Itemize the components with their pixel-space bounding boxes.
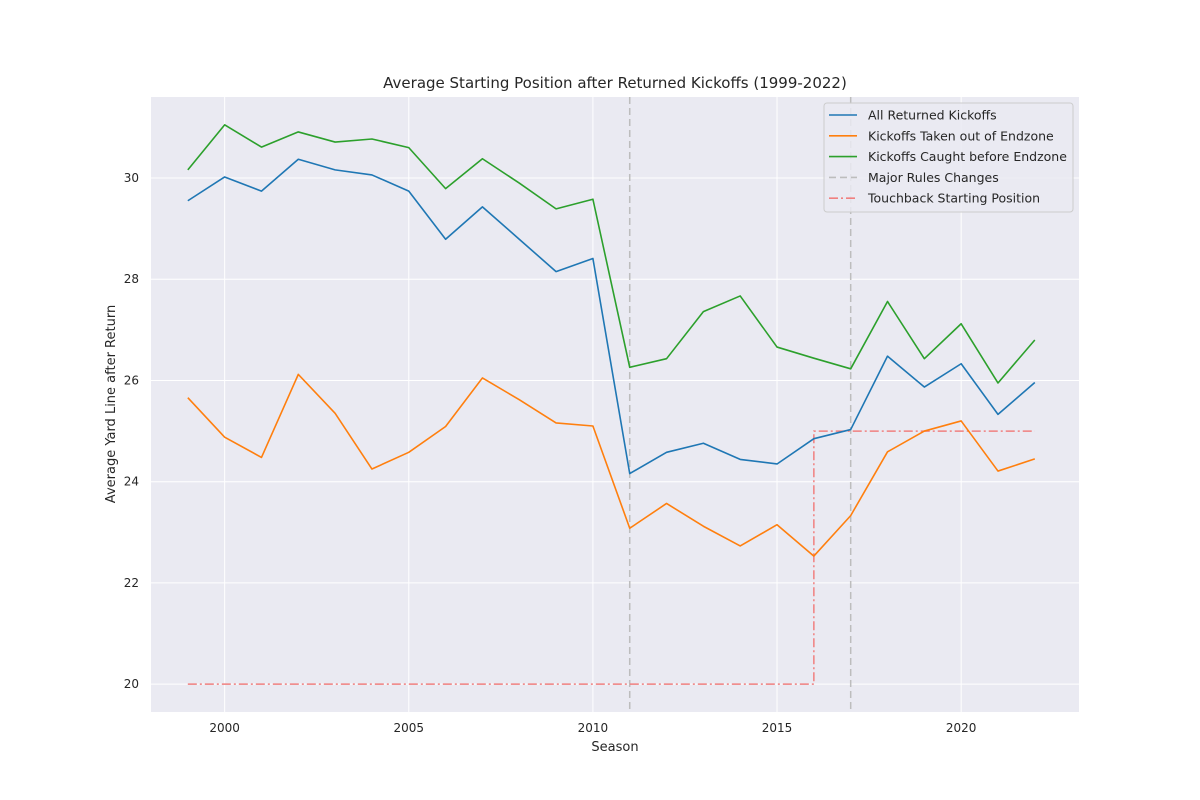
x-axis-label: Season xyxy=(591,740,638,755)
x-tick-label: 2015 xyxy=(762,721,793,735)
legend: All Returned Kickoffs Kickoffs Taken out … xyxy=(823,102,1074,213)
legend-label: Kickoffs Caught before Endzone xyxy=(868,149,1067,164)
y-tick-label: 20 xyxy=(124,677,139,691)
legend-label: All Returned Kickoffs xyxy=(868,108,997,123)
y-tick-label: 28 xyxy=(124,272,139,286)
series-line-0 xyxy=(187,158,1036,475)
y-tick-label: 26 xyxy=(124,373,139,387)
x-tick-label: 2000 xyxy=(209,721,240,735)
x-axis-ticks: 2000 2005 2010 2015 2020 xyxy=(209,721,976,735)
y-tick-label: 24 xyxy=(124,475,139,489)
y-tick-label: 22 xyxy=(124,576,139,590)
x-tick-label: 2020 xyxy=(946,721,977,735)
legend-label: Kickoffs Taken out of Endzone xyxy=(868,128,1054,143)
x-tick-label: 2010 xyxy=(578,721,609,735)
chart-title: Average Starting Position after Returned… xyxy=(383,74,847,92)
x-tick-label: 2005 xyxy=(394,721,425,735)
legend-box xyxy=(823,102,1074,213)
y-axis-label: Average Yard Line after Return xyxy=(104,305,119,503)
series-line-2 xyxy=(187,124,1036,384)
series-line-1 xyxy=(187,373,1036,557)
legend-label: Major Rules Changes xyxy=(868,170,999,185)
legend-label: Touchback Starting Position xyxy=(867,191,1040,206)
y-axis-ticks: 20 22 24 26 28 30 xyxy=(124,171,139,691)
y-tick-label: 30 xyxy=(124,171,139,185)
